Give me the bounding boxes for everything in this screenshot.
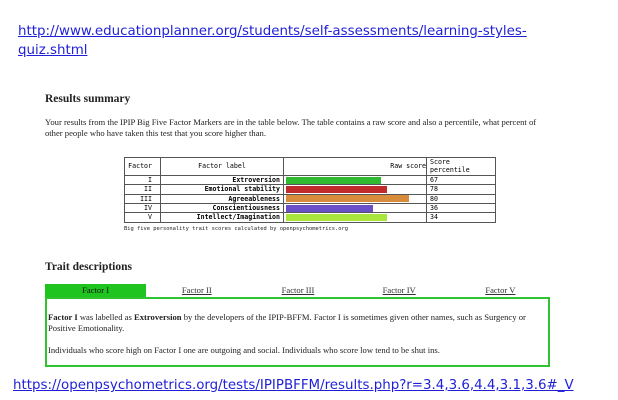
text-segment: by the developers of the IPIP-BFFM. Fact… [48,312,526,333]
factor-label: Conscientiousness [160,203,284,214]
source-link-top[interactable]: http://www.educationplanner.org/students… [18,24,527,58]
table-caption: Big five personality trait scores calcul… [124,226,348,232]
raw-score-bar [286,195,410,203]
source-link-bottom[interactable]: https://openpsychometrics.org/tests/IPIP… [13,378,574,393]
factor-number: IV [124,203,161,214]
raw-score-cell [283,193,427,205]
table-row: II Emotional stability 78 [124,184,496,195]
trait-description-paragraph-1: Factor I was labelled as Extroversion by… [48,312,543,334]
raw-score-bar [286,176,382,184]
factor-score-table: Factor Factor label Raw score Score perc… [124,157,496,223]
tab-factor-2[interactable]: Factor II [181,285,212,295]
header-factor: Factor [124,157,161,176]
raw-score-cell [283,212,427,223]
tab-factor-4[interactable]: Factor IV [382,285,416,295]
trait-name: Extroversion [134,312,182,322]
trait-descriptions-heading: Trait descriptions [45,261,132,273]
table-row: III Agreeableness 80 [124,193,496,205]
header-raw-score: Raw score [283,157,427,176]
factor-number: I [124,174,161,186]
factor-label: Agreeableness [160,193,284,205]
trait-description-paragraph-2: Individuals who score high on Factor I o… [48,345,440,355]
results-summary-heading: Results summary [45,93,131,105]
factor-number: III [124,193,161,205]
text-segment: was labelled as [77,312,134,322]
table-row: I Extroversion 67 [124,174,496,186]
factor-label: Emotional stability [160,184,284,195]
header-factor-label: Factor label [160,157,284,176]
table-header-row: Factor Factor label Raw score Score perc… [124,157,496,176]
factor-number: II [124,184,161,195]
table-row: V Intellect/Imagination 34 [124,212,496,223]
tab-factor-1[interactable]: Factor I [45,284,147,297]
score-percentile: 67 [426,174,496,186]
factor-tabs: Factor I Factor II Factor III Factor IV Fact… [45,284,551,297]
table-row: IV Conscientiousness 36 [124,203,496,214]
raw-score-bar [286,185,387,193]
score-percentile: 36 [426,203,496,214]
trait-description-box [45,297,550,367]
raw-score-cell [283,174,427,186]
factor-label: Intellect/Imagination [160,212,284,223]
results-intro-text: Your results from the IPIP Big Five Fact… [45,117,537,138]
raw-score-bar [286,204,373,212]
score-percentile: 78 [426,184,496,195]
factor-label: Extroversion [160,174,284,186]
header-score-percentile: Score percentile [426,157,496,176]
score-percentile: 80 [426,193,496,205]
raw-score-bar [286,214,387,222]
raw-score-cell [283,203,427,214]
tab-factor-3[interactable]: Factor III [281,285,315,295]
score-percentile: 34 [426,212,496,223]
factor-number: V [124,212,161,223]
raw-score-cell [283,184,427,195]
factor-name: Factor I [48,312,78,322]
tab-factor-5[interactable]: Factor V [485,285,516,295]
